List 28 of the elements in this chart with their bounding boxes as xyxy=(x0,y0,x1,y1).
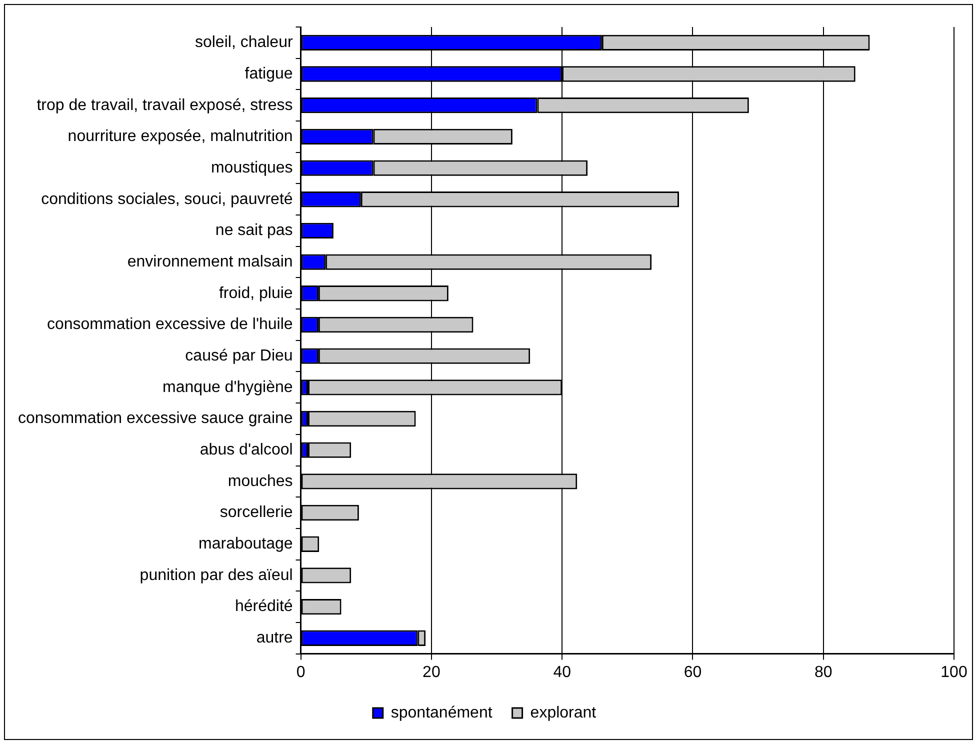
y-tick-label: environnement malsain xyxy=(127,253,293,270)
y-tick-label: fatigue xyxy=(244,65,293,82)
y-tick-label: soleil, chaleur xyxy=(194,34,294,52)
y-tick-label: ne sait pas xyxy=(215,222,293,240)
x-tick-label: 20 xyxy=(422,664,440,681)
y-tick-label: causé par Dieu xyxy=(185,347,293,364)
x-tick-label: 80 xyxy=(814,664,832,681)
y-tick-label: hérédité xyxy=(234,598,293,616)
y-tick-label: sorcellerie xyxy=(220,504,293,522)
legend-label: spontanément xyxy=(390,704,493,722)
x-tick-label: 0 xyxy=(296,664,306,681)
y-tick-label: punition par des aïeul xyxy=(140,566,293,584)
x-tick-label: 40 xyxy=(553,664,572,681)
y-tick-label: consommation excessive sauce graine xyxy=(18,410,293,428)
x-tick-label: 100 xyxy=(940,664,968,681)
x-tick-label: 60 xyxy=(684,664,702,681)
y-tick-label: manque d'hygiène xyxy=(162,378,293,396)
legend-label: explorant xyxy=(530,704,597,722)
y-tick-label: maraboutage xyxy=(198,536,293,553)
y-tick-label: nourriture exposée, malnutrition xyxy=(68,128,293,146)
y-tick-label: abus d'alcool xyxy=(200,441,293,458)
y-tick-label: autre xyxy=(256,630,293,647)
y-tick-label: moustiques xyxy=(210,159,293,176)
y-tick-label: mouches xyxy=(228,472,293,490)
y-tick-label: trop de travail, travail exposé, stress xyxy=(36,96,293,114)
y-tick-label: conditions sociales, souci, pauvreté xyxy=(41,190,293,208)
y-tick-label: consommation excessive de l'huile xyxy=(46,316,293,334)
y-tick-label: froid, pluie xyxy=(218,284,293,302)
